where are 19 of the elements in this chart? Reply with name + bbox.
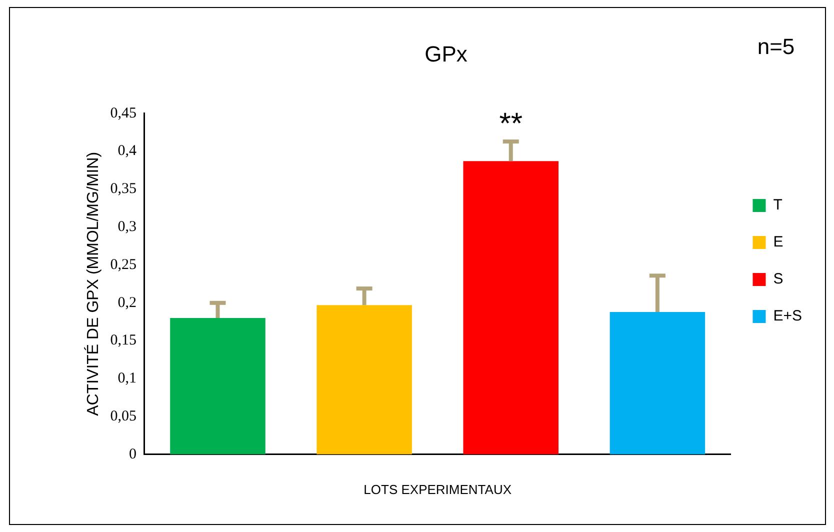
chart-title: GPx [424,41,468,66]
y-tick-label: 0,35 [110,181,136,198]
y-tick-label: 0,05 [110,408,136,424]
y-tick-label: 0,2 [118,294,136,311]
y-tick-label: 0,1 [118,370,136,387]
legend-label: E [773,234,784,251]
y-axis-title: ACTIVITÉ DE GPX (MMOL/MG/MIN) [84,152,102,416]
annotation: ** [499,107,523,140]
text: n=5 [757,34,795,60]
y-tick-label: 0,4 [118,143,137,160]
legend-label: E+S [773,308,802,325]
y-tick-label: 0,15 [110,332,136,349]
y-tick-label: 0 [128,446,136,462]
x-axis-title: LOTS EXPERIMENTAUX [364,482,512,497]
y-tick-label: 0,45 [110,105,136,122]
y-tick-label: 0,3 [118,219,136,236]
y-tick-label: 0,25 [110,256,136,273]
legend-label: T [773,196,782,214]
legend-label: S [773,270,784,288]
